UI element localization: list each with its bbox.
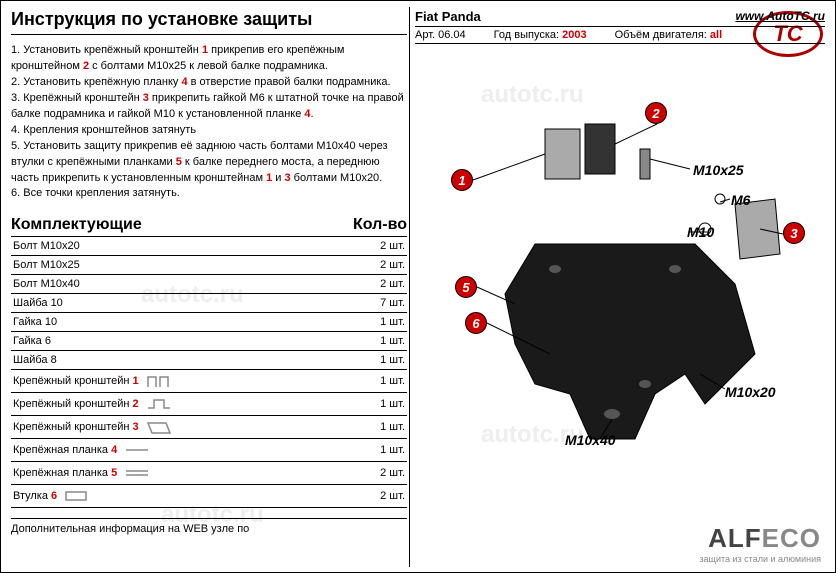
logo-tagline: защита из стали и алюминия — [699, 554, 821, 564]
table-row: Болт М10х202 шт. — [11, 237, 407, 256]
diagram-label: M6 — [731, 192, 750, 208]
engine-field: Объём двигателя: all — [615, 29, 723, 41]
left-column: Инструкция по установке защиты 1. Устано… — [11, 9, 407, 535]
site-url: www.AutoTC.ru — [735, 9, 825, 24]
right-column: Fiat Panda www.AutoTC.ru Арт. 06.04 Год … — [415, 9, 825, 464]
table-row: Крепёжный кронштейн 1 1 шт. — [11, 370, 407, 393]
components-label: Комплектующие — [11, 216, 142, 234]
diagram-label: M10x20 — [725, 384, 776, 400]
qty-label: Кол-во — [353, 216, 407, 234]
diagram-label: M10x25 — [693, 162, 744, 178]
table-row: Шайба 107 шт. — [11, 294, 407, 313]
bracket-icon — [124, 465, 164, 481]
document-page: autotc.ru autotc.ru autotc.ru autotc.ru … — [0, 0, 836, 573]
callout-1: 1 — [451, 169, 473, 191]
table-row: Крепёжная планка 4 1 шт. — [11, 439, 407, 462]
table-row: Крепёжная планка 5 2 шт. — [11, 462, 407, 485]
divider — [11, 34, 407, 35]
bracket-icon — [146, 373, 186, 389]
bracket-icon — [146, 396, 186, 412]
page-title: Инструкция по установке защиты — [11, 9, 407, 30]
components-table: Болт М10х202 шт.Болт М10х252 шт.Болт М10… — [11, 237, 407, 508]
year-field: Год выпуска: 2003 — [494, 29, 587, 41]
article-number: Арт. 06.04 — [415, 29, 466, 41]
footer-note: Дополнительная информация на WEB узле по — [11, 518, 407, 535]
model-name: Fiat Panda — [415, 9, 481, 24]
brand-logo: ALFECO защита из стали и алюминия — [699, 523, 821, 564]
table-row: Шайба 81 шт. — [11, 351, 407, 370]
diagram-label: M10x40 — [565, 432, 616, 448]
bracket-icon — [124, 442, 164, 458]
bracket-icon — [146, 419, 186, 435]
divider — [409, 7, 410, 567]
table-row: Болт М10х402 шт. — [11, 275, 407, 294]
assembly-diagram: 1 2 3 5 6 M10x25 M6 M10 M10x20 M10x40 — [415, 44, 825, 464]
table-row: Гайка 101 шт. — [11, 313, 407, 332]
table-row: Крепёжный кронштейн 2 1 шт. — [11, 393, 407, 416]
callout-2: 2 — [645, 102, 667, 124]
callout-6: 6 — [465, 312, 487, 334]
table-row: Гайка 61 шт. — [11, 332, 407, 351]
info-bar-2: Арт. 06.04 Год выпуска: 2003 Объём двига… — [415, 29, 825, 44]
diagram-label: M10 — [687, 224, 714, 240]
diagram-svg — [415, 44, 825, 464]
info-bar: Fiat Panda www.AutoTC.ru — [415, 9, 825, 27]
bracket-icon — [64, 488, 104, 504]
callout-3: 3 — [783, 222, 805, 244]
components-header: Комплектующие Кол-во — [11, 216, 407, 237]
table-row: Втулка 6 2 шт. — [11, 485, 407, 508]
table-row: Болт М10х252 шт. — [11, 256, 407, 275]
table-row: Крепёжный кронштейн 3 1 шт. — [11, 416, 407, 439]
instructions-block: 1. Установить крепёжный кронштейн 1 прик… — [11, 43, 407, 202]
callout-5: 5 — [455, 276, 477, 298]
